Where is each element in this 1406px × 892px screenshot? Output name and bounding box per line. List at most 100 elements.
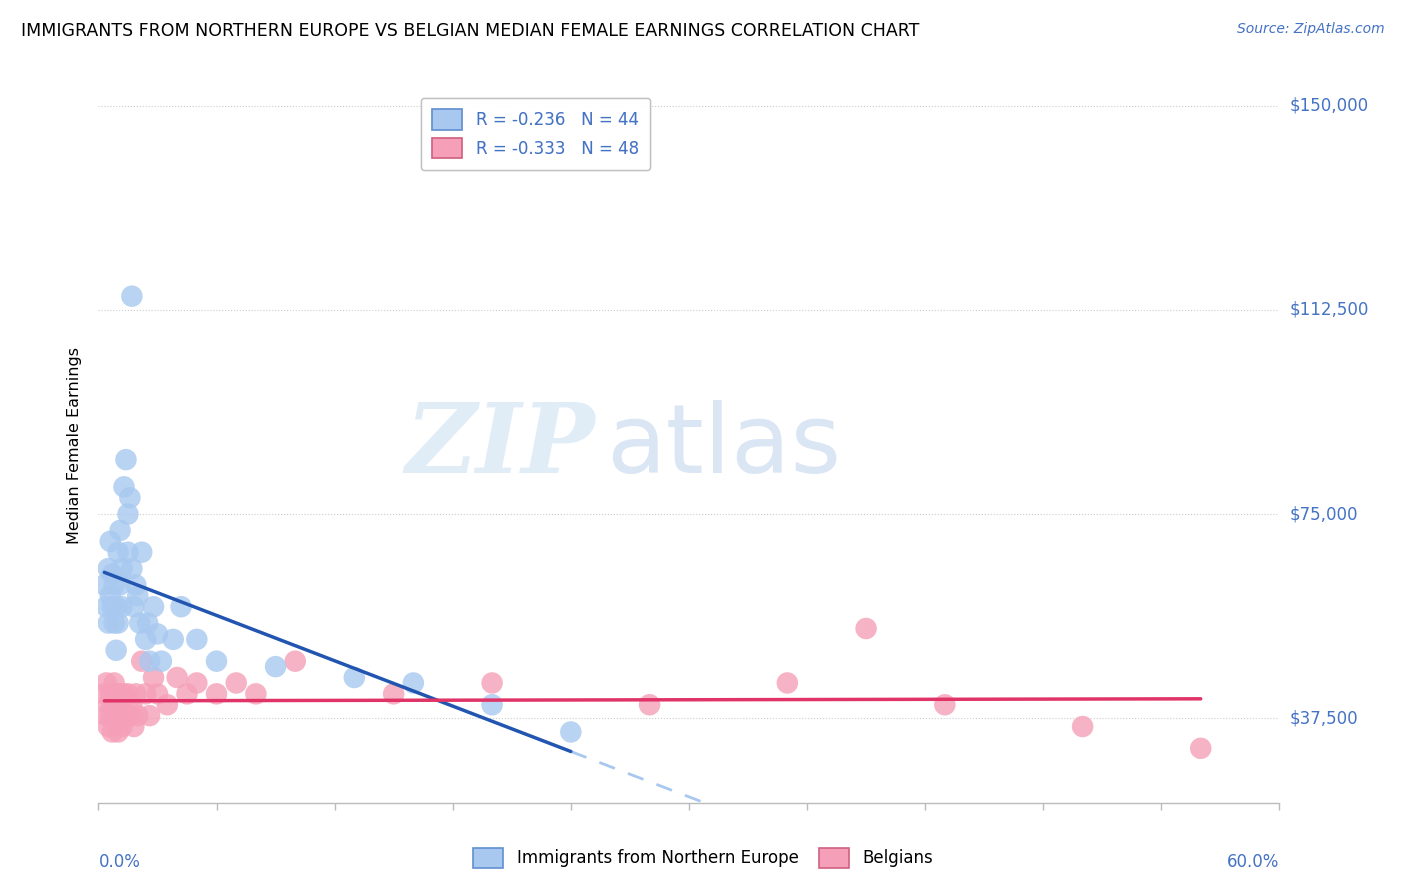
Point [186,676,208,690]
Point [481,676,503,690]
Point [284,654,307,668]
Legend: Immigrants from Northern Europe, Belgians: Immigrants from Northern Europe, Belgian… [467,841,939,875]
Point [107,615,129,630]
Point [112,687,135,701]
Point [125,578,148,592]
Point [105,714,128,728]
Point [481,698,503,712]
Point [225,676,247,690]
Point [98,534,121,549]
Point [121,698,143,712]
Point [186,632,208,647]
Point [96,708,118,723]
Point [136,615,159,630]
Point [934,698,956,712]
Point [103,578,125,592]
Text: $150,000: $150,000 [1289,96,1368,114]
Point [127,589,149,603]
Point [146,687,169,701]
Point [138,654,160,668]
Point [105,687,128,701]
Point [98,589,121,603]
Point [855,622,877,636]
Point [122,720,145,734]
Point [103,676,125,690]
Text: 60.0%: 60.0% [1227,853,1279,871]
Point [117,507,139,521]
Point [105,599,128,614]
Point [111,599,134,614]
Point [101,567,124,582]
Point [108,687,131,701]
Point [93,687,115,701]
Point [127,708,149,723]
Text: IMMIGRANTS FROM NORTHERN EUROPE VS BELGIAN MEDIAN FEMALE EARNINGS CORRELATION CH: IMMIGRANTS FROM NORTHERN EUROPE VS BELGI… [21,22,920,40]
Point [96,676,118,690]
Point [343,671,366,685]
Point [560,725,582,739]
Point [107,698,129,712]
Y-axis label: Median Female Earnings: Median Female Earnings [67,348,83,544]
Text: $75,000: $75,000 [1289,505,1358,523]
Point [103,615,125,630]
Text: atlas: atlas [606,400,841,492]
Point [101,698,124,712]
Point [382,687,405,701]
Point [162,632,184,647]
Point [131,545,153,559]
Point [117,687,139,701]
Point [112,480,135,494]
Point [105,643,128,657]
Point [121,289,143,303]
Point [776,676,799,690]
Point [98,708,121,723]
Point [97,698,120,712]
Point [108,578,131,592]
Point [111,698,134,712]
Point [245,687,267,701]
Text: Source: ZipAtlas.com: Source: ZipAtlas.com [1237,22,1385,37]
Point [108,708,131,723]
Point [115,452,138,467]
Point [131,654,153,668]
Point [638,698,661,712]
Point [146,627,169,641]
Point [170,599,193,614]
Point [101,725,124,739]
Text: 0.0%: 0.0% [98,853,141,871]
Point [115,708,138,723]
Point [101,599,124,614]
Point [1189,741,1212,756]
Point [103,708,125,723]
Text: $112,500: $112,500 [1289,301,1368,318]
Point [135,632,157,647]
Point [107,545,129,559]
Point [205,687,228,701]
Point [176,687,198,701]
Point [264,659,287,673]
Point [98,687,121,701]
Point [111,561,134,575]
Point [135,687,157,701]
Point [111,720,134,734]
Point [121,561,143,575]
Point [96,599,118,614]
Point [97,615,120,630]
Point [402,676,425,690]
Point [108,524,131,538]
Point [125,687,148,701]
Text: $37,500: $37,500 [1289,709,1358,727]
Point [97,720,120,734]
Point [142,599,165,614]
Point [1071,720,1094,734]
Point [122,599,145,614]
Point [166,671,188,685]
Legend: R = -0.236   N = 44, R = -0.333   N = 48: R = -0.236 N = 44, R = -0.333 N = 48 [420,97,651,169]
Point [138,708,160,723]
Point [205,654,228,668]
Point [142,671,165,685]
Point [118,708,141,723]
Text: ZIP: ZIP [405,399,595,493]
Point [117,545,139,559]
Point [150,654,173,668]
